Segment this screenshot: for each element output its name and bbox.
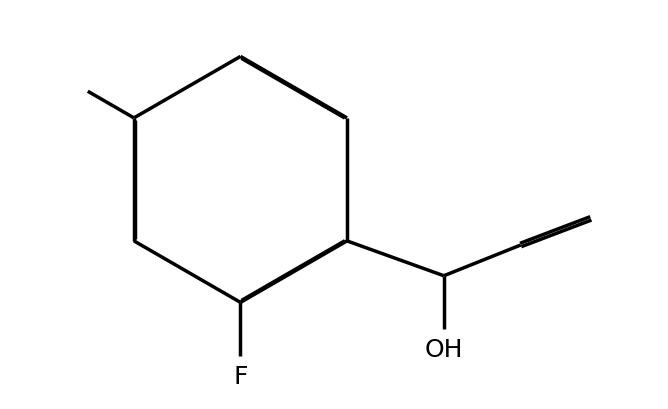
- Text: F: F: [233, 364, 248, 388]
- Text: OH: OH: [425, 337, 463, 362]
